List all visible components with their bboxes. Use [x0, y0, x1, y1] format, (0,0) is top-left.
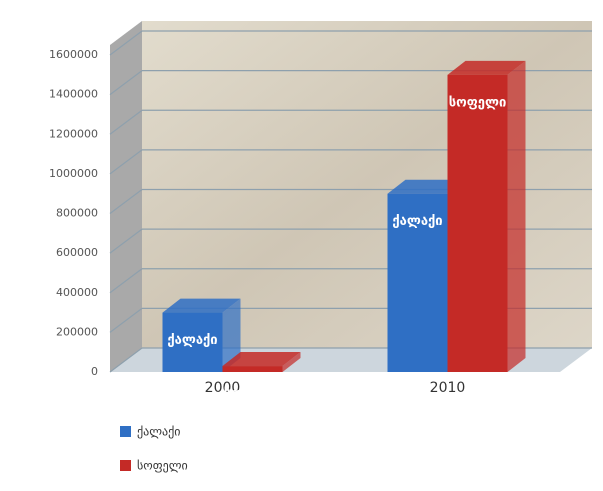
bar-side	[282, 352, 301, 372]
y-tick-label: 1000000	[49, 167, 98, 180]
bar	[162, 312, 223, 372]
grid-line-side	[109, 268, 143, 294]
grid-line-side	[109, 189, 143, 214]
y-tick-label: 200000	[56, 325, 98, 338]
grid-line-side	[109, 149, 143, 175]
grid-line-side	[109, 70, 143, 96]
side-wall	[110, 21, 142, 372]
y-tick-label: 800000	[56, 207, 98, 220]
x-tick-label: 2010	[430, 380, 466, 396]
bar	[387, 193, 448, 372]
grid-line-side	[109, 228, 143, 254]
bar-top	[387, 179, 466, 194]
y-tick-label: 0	[91, 365, 98, 378]
bar-top	[222, 352, 301, 367]
bar	[447, 74, 508, 372]
grid-line-side	[109, 109, 143, 135]
grid-line-side	[109, 347, 143, 373]
legend-label: სოფელი	[137, 459, 188, 473]
value-label: სოფელი	[449, 95, 507, 110]
y-tick-label: 1600000	[49, 48, 98, 61]
y-tick-label: 1200000	[49, 127, 98, 140]
bar-top	[447, 60, 526, 75]
y-tick-label: 400000	[56, 286, 98, 299]
y-tick-label: 600000	[56, 246, 98, 259]
x-tick-label: 2000	[205, 380, 241, 396]
bar-side	[507, 60, 526, 372]
grid-line-side	[109, 307, 143, 333]
value-label: სოფელი	[224, 387, 282, 402]
bar-side	[222, 298, 241, 372]
bar-top	[162, 298, 241, 313]
grid-line-side	[109, 30, 143, 56]
y-tick-label: 1400000	[49, 88, 98, 101]
value-label: ქალაქი	[167, 333, 217, 348]
legend-swatch	[120, 460, 131, 471]
bar	[222, 366, 283, 372]
legend-swatch	[120, 426, 131, 437]
value-label: ქალაქი	[392, 214, 442, 229]
legend-label: ქალაქი	[137, 425, 180, 439]
